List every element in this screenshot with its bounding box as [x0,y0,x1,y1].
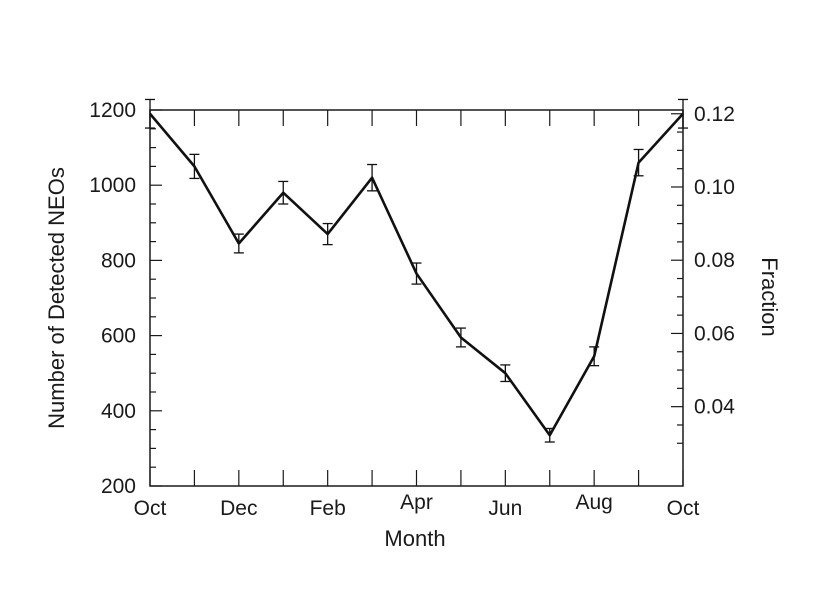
y2-tick-label: 0.10 [694,176,735,199]
y2-tick-label: 0.04 [694,396,735,419]
x-tick-label: Oct [134,497,167,520]
x-tick-label: Apr [400,491,433,514]
x-tick-label: Oct [667,497,700,520]
y-axis-title: Number of Detected NEOs [44,167,69,429]
y-tick-label: 1200 [89,99,136,122]
plot-area: Oct Dec Feb Apr Jun Aug Oct2004006008001000120… [89,98,735,520]
y2-axis-title: Fraction [757,257,782,336]
y-tick-label: 400 [101,400,136,423]
y2-tick-label: 0.06 [694,322,735,345]
x-axis-title: Month [384,526,445,551]
y-tick-label: 200 [101,475,136,498]
x-tick-label: Feb [310,497,346,520]
x-tick-label: Aug [575,491,612,514]
x-tick-label: Jun [488,497,522,520]
y-tick-label: 600 [101,325,136,348]
y-tick-label: 800 [101,249,136,272]
y2-tick-label: 0.08 [694,249,735,272]
x-tick-label: Dec [220,497,257,520]
y-tick-label: 1000 [89,174,136,197]
y2-tick-label: 0.12 [694,103,735,126]
